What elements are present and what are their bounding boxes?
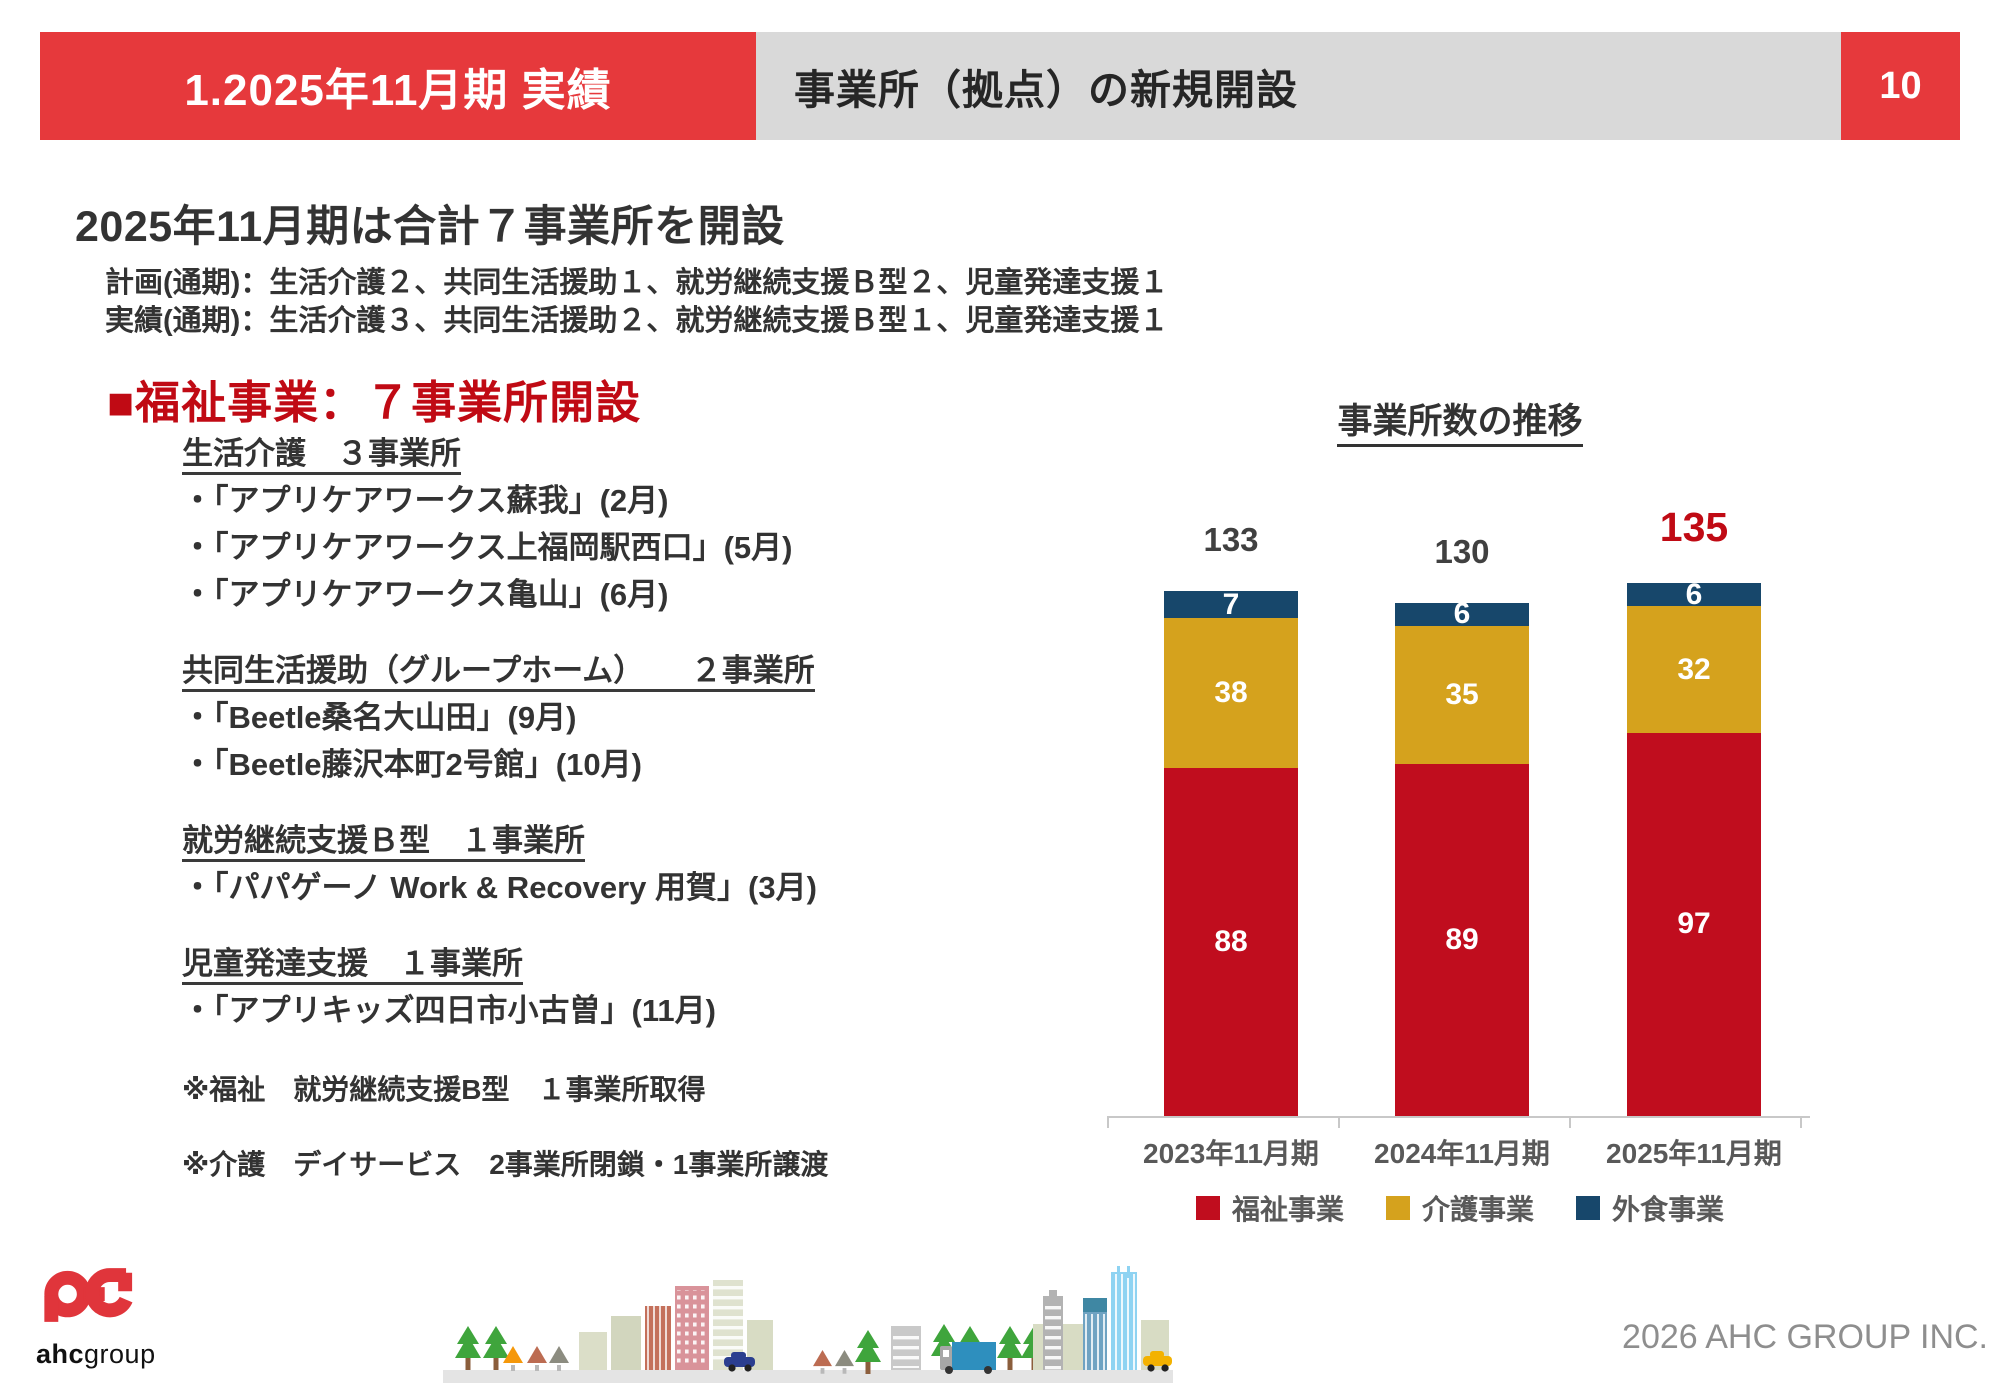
bar-group-2: 6 32 97 <box>1627 579 1761 1116</box>
x-axis-label: 2025年11月期 <box>1606 1138 1782 1169</box>
chart-plot-area: 7 38 88 133 2023年11月期 6 35 89 130 2024年11月期 6 32 97 1… <box>1107 450 1810 1169</box>
header-section-band: 1.2025年11月期 実績 <box>40 32 756 140</box>
facility-item: ・「アプリキッズ四日市小古曽」(11月) <box>182 993 716 1028</box>
plan-line: 計画(通期)：生活介護２、共同生活援助１、就労継続支援Ｂ型２、児童発達支援１ <box>105 267 1169 299</box>
company-logo: ahcgroup <box>36 1258 176 1370</box>
page-number-box: 10 <box>1841 32 1960 140</box>
bar-total-label: 133 <box>1203 520 1259 558</box>
logo-wordmark-rest: group <box>84 1339 156 1369</box>
welfare-section: 児童発達支援 １事業所・「アプリキッズ四日市小古曽」(11月) <box>182 940 1012 1034</box>
bar-segment: 32 <box>1627 606 1761 733</box>
axis-tick <box>1338 1116 1340 1128</box>
chart-legend: 福祉事業 介護事業 外食事業 <box>1090 1188 1830 1228</box>
bar-segment: 35 <box>1395 626 1529 765</box>
welfare-section: 生活介護 ３事業所・「アプリケアワークス蘇我」(2月) ・「アプリケアワークス上福… <box>182 430 1012 618</box>
bar-segment: 6 <box>1627 579 1761 609</box>
x-axis-label: 2023年11月期 <box>1143 1138 1319 1169</box>
welfare-section-title: 就労継続支援Ｂ型 １事業所 <box>182 817 1012 864</box>
legend-item: 外食事業 <box>1576 1188 1724 1228</box>
welfare-sections: 生活介護 ３事業所・「アプリケアワークス蘇我」(2月) ・「アプリケアワークス上福… <box>182 430 1012 1184</box>
bar-group-1: 6 35 89 <box>1395 599 1529 1116</box>
legend-label: 外食事業 <box>1612 1194 1725 1225</box>
facility-item: ・「パパゲーノ Work & Recovery 用賀」(3月) <box>182 870 817 905</box>
lead-block: 2025年11月期は合計７事業所を開設 計画(通期)：生活介護２、共同生活援助１… <box>75 192 1175 340</box>
ahc-logo-icon <box>44 1268 133 1322</box>
bar-segment: 6 <box>1395 599 1529 629</box>
bar-segment: 7 <box>1164 589 1298 619</box>
welfare-section: 共同生活援助（グループホーム） ２事業所・「Beetle桑名大山田」(9月) ・「… <box>182 647 1012 788</box>
axis-tick <box>1569 1116 1571 1128</box>
legend-item: 介護事業 <box>1385 1188 1534 1228</box>
header-section-label: 1.2025年11月期 実績 <box>184 66 612 115</box>
legend-swatch <box>1195 1196 1220 1220</box>
lead-title: 2025年11月期は合計７事業所を開設 <box>75 203 785 251</box>
bar-total-label: 135 <box>1659 503 1729 550</box>
x-axis-label: 2024年11月期 <box>1374 1138 1550 1169</box>
skyline-illustration <box>443 1266 1173 1390</box>
logo-wordmark-bold: ahc <box>36 1339 85 1369</box>
bar-segment: 88 <box>1164 768 1298 1116</box>
page-number: 10 <box>1879 64 1922 107</box>
footnote: ※介護 デイサービス 2事業所閉鎖・1事業所譲渡 <box>182 1149 829 1180</box>
axis-tick <box>1107 1116 1109 1128</box>
welfare-heading: ■福祉事業：７事業所開設 <box>107 377 642 428</box>
legend-swatch <box>1385 1196 1410 1220</box>
legend-item: 福祉事業 <box>1195 1188 1344 1228</box>
facility-item: ・「Beetle桑名大山田」(9月) <box>182 700 577 735</box>
welfare-section-title: 児童発達支援 １事業所 <box>182 940 1012 987</box>
header-title-band: 事業所（拠点）の新規開設 <box>756 32 1841 140</box>
legend-label: 福祉事業 <box>1231 1194 1344 1225</box>
page-title: 事業所（拠点）の新規開設 <box>794 67 1298 113</box>
logo-wordmark: ahcgroup <box>36 1339 176 1370</box>
welfare-section-title: 生活介護 ３事業所 <box>182 430 1012 477</box>
bar-segment: 38 <box>1164 618 1298 769</box>
actual-line: 実績(通期)：生活介護３、共同生活援助２、就労継続支援Ｂ型１、児童発達支援１ <box>105 305 1169 337</box>
facility-item: ・「Beetle藤沢本町2号館」(10月) <box>182 747 642 782</box>
legend-label: 介護事業 <box>1421 1194 1534 1225</box>
axis-tick <box>1800 1116 1802 1128</box>
facility-item: ・「アプリケアワークス蘇我」(2月) <box>182 483 669 518</box>
chart-title: 事業所数の推移 <box>1090 393 1830 447</box>
bar-total-label: 130 <box>1434 532 1490 570</box>
bar-segment: 89 <box>1395 764 1529 1116</box>
welfare-section-title: 共同生活援助（グループホーム） ２事業所 <box>182 647 1012 694</box>
bar-group-0: 7 38 88 <box>1164 589 1298 1116</box>
legend-swatch <box>1576 1196 1600 1220</box>
footnote: ※福祉 就労継続支援B型 １事業所取得 <box>182 1074 706 1105</box>
copyright-text: 2026 AHC GROUP INC. <box>1622 1318 1988 1356</box>
chart-offices-trend: 事業所数の推移 7 38 88 133 2023年11月期 6 35 89 130 2024年11… <box>1090 393 1830 1243</box>
facility-item: ・「アプリケアワークス亀山」(6月) <box>182 577 669 612</box>
bar-segment: 97 <box>1627 732 1761 1116</box>
welfare-section: 就労継続支援Ｂ型 １事業所・「パパゲーノ Work & Recovery 用賀」… <box>182 817 1012 911</box>
facility-item: ・「アプリケアワークス上福岡駅西口」(5月) <box>182 530 793 565</box>
